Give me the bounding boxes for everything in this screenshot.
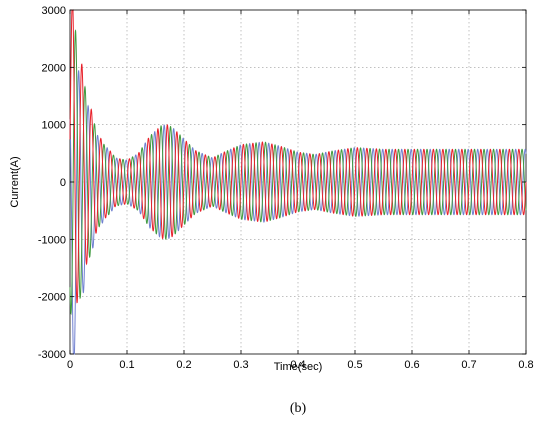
x-tick-label: 0.3 — [233, 359, 248, 371]
y-tick-labels: -3000 -2000 -1000 0 1000 2000 3000 — [38, 5, 66, 361]
x-tick-label: 0.1 — [119, 359, 134, 371]
y-tick-label: -1000 — [38, 234, 66, 246]
y-tick-label: -2000 — [38, 292, 66, 304]
y-tick-label: 3000 — [42, 5, 66, 17]
series-layer — [69, 9, 527, 355]
series-line — [69, 70, 527, 355]
x-tick-labels: 0 0.1 0.2 0.3 0.4 0.5 0.6 0.7 0.8 — [67, 359, 534, 371]
series-line — [69, 9, 527, 304]
y-tick-label: 0 — [60, 177, 66, 189]
x-tick-label: 0.8 — [518, 359, 533, 371]
y-tick-label: -3000 — [38, 349, 66, 361]
x-tick-label: 0.4 — [290, 359, 305, 371]
x-tick-label: 0.6 — [404, 359, 419, 371]
series-line — [69, 29, 527, 316]
axes-frame — [69, 9, 527, 355]
x-tick-label: 0.5 — [347, 359, 362, 371]
figure-caption: (b) — [290, 401, 307, 416]
y-tick-label: 2000 — [42, 62, 66, 74]
x-tick-label: 0.2 — [176, 359, 191, 371]
x-axis-label: Time(sec) — [274, 361, 322, 373]
y-axis-label: Current(A) — [9, 156, 21, 207]
y-tick-label: 1000 — [42, 120, 66, 132]
x-tick-label: 0 — [67, 359, 73, 371]
x-tick-label: 0.7 — [461, 359, 476, 371]
